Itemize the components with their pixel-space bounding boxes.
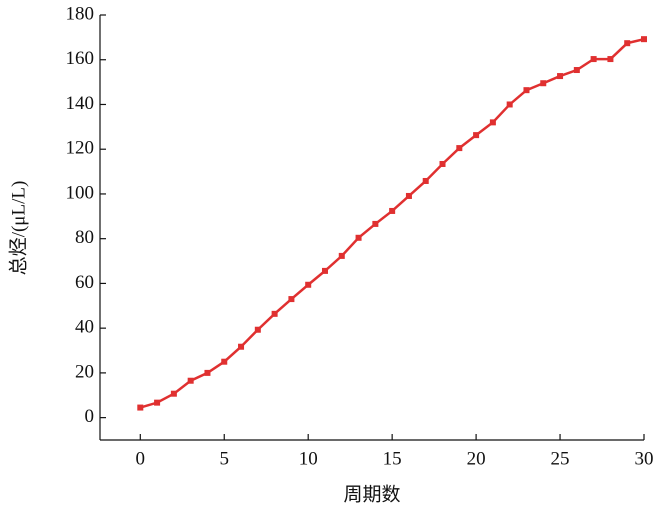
data-point [523, 87, 530, 94]
data-point [254, 326, 261, 333]
data-point [389, 207, 396, 214]
data-point [557, 73, 564, 80]
data-point [506, 101, 513, 108]
data-point [305, 281, 312, 288]
data-point [540, 80, 547, 87]
y-tick-label: 160 [66, 48, 95, 69]
y-tick-label: 40 [75, 317, 94, 338]
data-point [271, 310, 278, 317]
data-point [422, 177, 429, 184]
y-tick-label: 0 [85, 406, 95, 427]
data-point [204, 369, 211, 376]
data-point [338, 252, 345, 259]
data-point [170, 390, 177, 397]
x-tick-label: 10 [299, 448, 318, 469]
data-point [456, 145, 463, 152]
data-point [489, 119, 496, 126]
data-point [590, 56, 597, 63]
data-point [641, 36, 647, 43]
y-tick-label: 100 [66, 182, 95, 203]
y-tick-label: 120 [66, 138, 95, 159]
y-tick-label: 60 [75, 272, 94, 293]
y-tick-label: 80 [75, 227, 94, 248]
data-point [288, 296, 295, 303]
data-point [238, 343, 245, 350]
y-tick-label: 140 [66, 93, 95, 114]
data-point [439, 160, 446, 167]
data-line [139, 37, 645, 409]
data-point [137, 404, 144, 411]
data-point [405, 192, 412, 199]
data-point [473, 132, 480, 139]
data-point [221, 358, 228, 365]
data-point [607, 56, 614, 63]
x-tick-label: 30 [635, 448, 654, 469]
y-axis-label: 总烃/(μL/L) [7, 181, 29, 276]
data-point [372, 220, 379, 227]
data-point [355, 234, 362, 241]
x-tick-label: 20 [467, 448, 486, 469]
x-tick-label: 25 [551, 448, 570, 469]
x-axis-label: 周期数 [343, 483, 400, 505]
data-point [624, 40, 631, 47]
x-tick-label: 0 [136, 448, 146, 469]
data-point [187, 377, 194, 384]
x-tick-label: 15 [383, 448, 402, 469]
x-tick-label: 5 [219, 448, 229, 469]
data-point [154, 399, 161, 406]
y-tick-label: 20 [75, 361, 94, 382]
data-point [321, 267, 328, 274]
data-point [573, 67, 580, 74]
y-tick-label: 180 [66, 3, 95, 24]
